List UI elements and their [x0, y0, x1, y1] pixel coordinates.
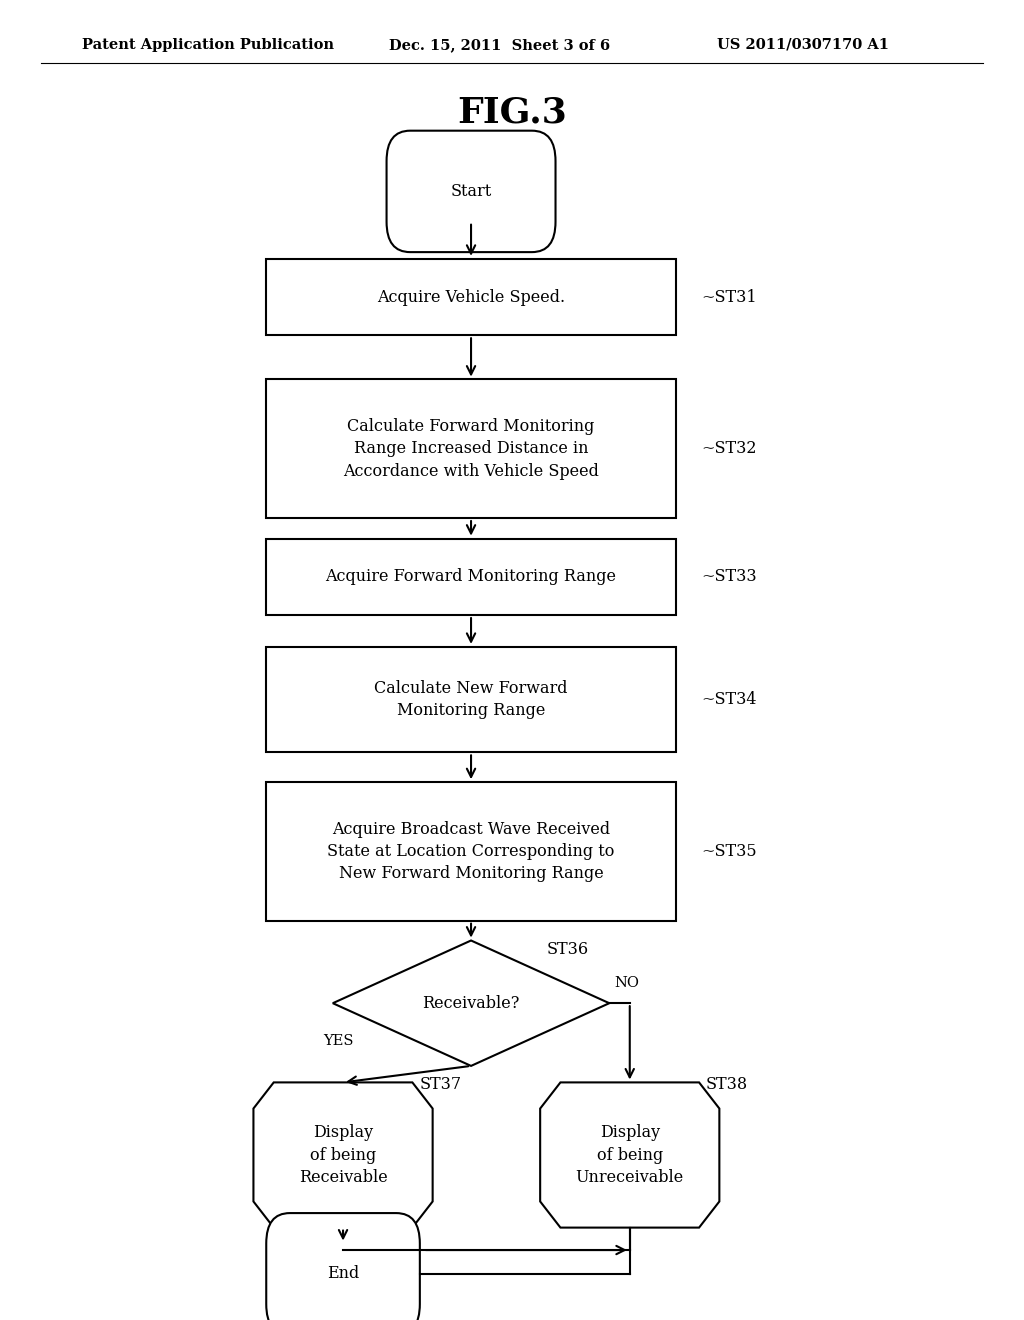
- Text: Calculate New Forward
Monitoring Range: Calculate New Forward Monitoring Range: [375, 680, 567, 719]
- Text: ~ST34: ~ST34: [701, 692, 757, 708]
- Text: Dec. 15, 2011  Sheet 3 of 6: Dec. 15, 2011 Sheet 3 of 6: [389, 38, 610, 51]
- FancyBboxPatch shape: [266, 1213, 420, 1320]
- Text: Acquire Vehicle Speed.: Acquire Vehicle Speed.: [377, 289, 565, 305]
- Text: ~ST31: ~ST31: [701, 289, 757, 305]
- Bar: [266, 259, 676, 335]
- Text: Receivable?: Receivable?: [422, 995, 520, 1011]
- Text: FIG.3: FIG.3: [457, 95, 567, 129]
- Text: End: End: [327, 1266, 359, 1282]
- Bar: [266, 781, 676, 921]
- Bar: [266, 539, 676, 615]
- Text: ST36: ST36: [547, 941, 589, 958]
- Text: Display
of being
Unreceivable: Display of being Unreceivable: [575, 1125, 684, 1185]
- Text: Start: Start: [451, 183, 492, 199]
- Text: Calculate Forward Monitoring
Range Increased Distance in
Accordance with Vehicle: Calculate Forward Monitoring Range Incre…: [343, 418, 599, 479]
- Text: ~ST32: ~ST32: [701, 441, 757, 457]
- Text: Patent Application Publication: Patent Application Publication: [82, 38, 334, 51]
- Text: ~ST35: ~ST35: [701, 843, 757, 859]
- Text: Acquire Forward Monitoring Range: Acquire Forward Monitoring Range: [326, 569, 616, 585]
- Text: US 2011/0307170 A1: US 2011/0307170 A1: [717, 38, 889, 51]
- Text: ST38: ST38: [706, 1076, 749, 1093]
- Bar: [266, 647, 676, 752]
- Text: Acquire Broadcast Wave Received
State at Location Corresponding to
New Forward M: Acquire Broadcast Wave Received State at…: [328, 821, 614, 882]
- Text: ~ST33: ~ST33: [701, 569, 757, 585]
- Text: Display
of being
Receivable: Display of being Receivable: [299, 1125, 387, 1185]
- Text: NO: NO: [614, 975, 639, 990]
- Text: ST37: ST37: [419, 1076, 462, 1093]
- Bar: [266, 380, 676, 517]
- Polygon shape: [333, 940, 609, 1067]
- Polygon shape: [254, 1082, 432, 1228]
- Text: YES: YES: [323, 1034, 353, 1048]
- FancyBboxPatch shape: [387, 131, 555, 252]
- Polygon shape: [541, 1082, 719, 1228]
